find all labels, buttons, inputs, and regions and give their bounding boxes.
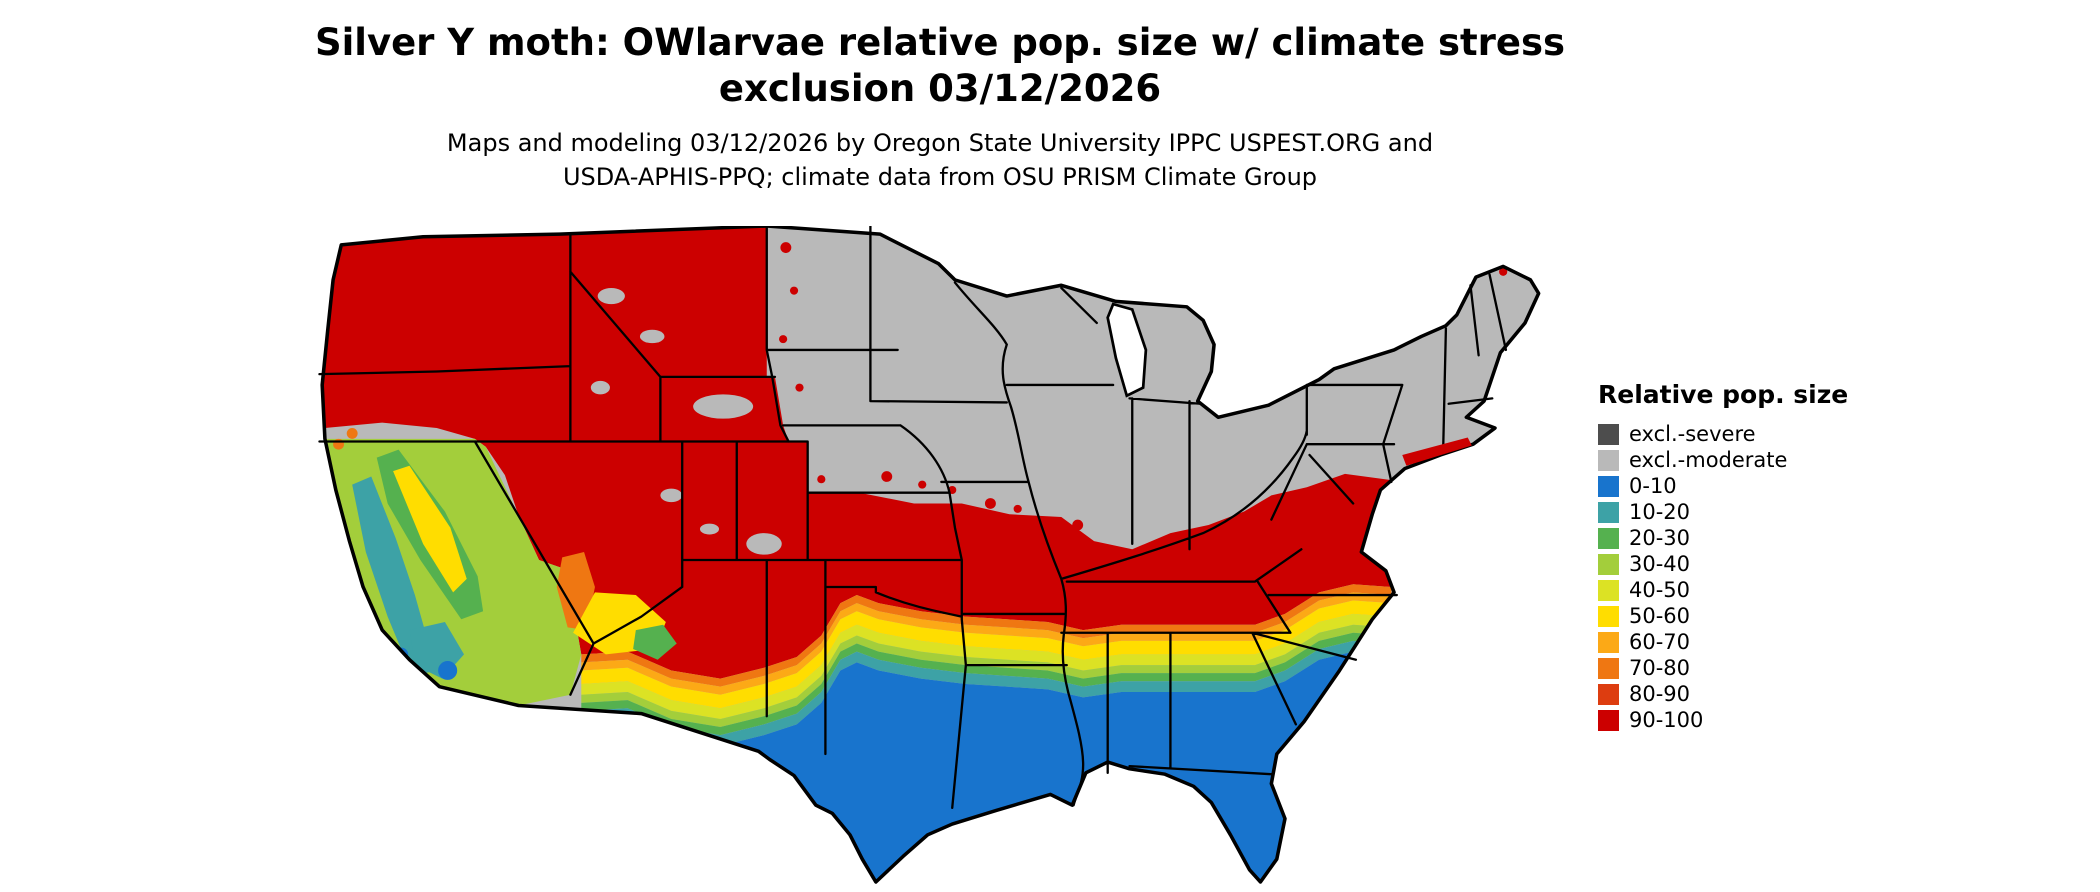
- us-outline: [320, 226, 1541, 884]
- legend-item-label: 40-50: [1629, 578, 1691, 602]
- map-band-50-60: [581, 600, 1392, 709]
- legend-swatch: [1598, 631, 1619, 653]
- legend-item: 40-50: [1598, 577, 1858, 603]
- map-speckle-blue: [438, 661, 458, 680]
- legend-item: excl.-severe: [1598, 421, 1858, 447]
- coastal-slivers: [1402, 437, 1472, 466]
- legend-swatch: [1598, 709, 1619, 731]
- map-patch-california-coast-teal: [352, 476, 437, 676]
- map-speckle-gray: [660, 488, 683, 503]
- us-map-svg: [318, 226, 1541, 884]
- map-subtitle: Maps and modeling 03/12/2026 by Oregon S…: [0, 126, 1880, 194]
- legend-swatch: [1598, 683, 1619, 705]
- map-speckle-gray: [693, 394, 754, 419]
- legend-item-label: 50-60: [1629, 604, 1691, 628]
- legend-item-label: excl.-severe: [1629, 422, 1756, 446]
- map-speckle-gray: [590, 380, 610, 395]
- legend-swatch: [1598, 605, 1619, 627]
- map-subtitle-line2: USDA-APHIS-PPQ; climate data from OSU PR…: [562, 163, 1318, 191]
- map-speckle-red: [969, 512, 979, 521]
- legend-item: 50-60: [1598, 603, 1858, 629]
- legend: Relative pop. size excl.-severe excl.-mod…: [1598, 380, 1858, 733]
- legend-title: Relative pop. size: [1598, 380, 1849, 409]
- legend-item: 30-40: [1598, 551, 1858, 577]
- legend-item-label: 30-40: [1629, 552, 1691, 576]
- legend-item-label: 0-10: [1629, 474, 1677, 498]
- legend-swatch: [1598, 579, 1619, 601]
- map-speckle-red: [789, 286, 799, 295]
- legend-item: 10-20: [1598, 499, 1858, 525]
- map-speckle-gray: [746, 533, 782, 555]
- map-speckle-gray: [597, 287, 625, 305]
- map-speckle-red: [780, 242, 792, 253]
- legend-item-label: 20-30: [1629, 526, 1691, 550]
- map-speckle-red: [844, 499, 853, 508]
- legend-swatch: [1598, 501, 1619, 523]
- map-band-40-50: [581, 613, 1392, 719]
- map-title-line1: Silver Y moth: OWlarvae relative pop. si…: [314, 21, 1566, 64]
- map-patch-central-valley-yellow: [393, 465, 467, 593]
- legend-item-label: excl.-moderate: [1629, 448, 1788, 472]
- legend-item: 0-10: [1598, 473, 1858, 499]
- legend-item: 60-70: [1598, 629, 1858, 655]
- legend-swatch: [1598, 657, 1619, 679]
- map-speckle-red: [795, 383, 804, 392]
- legend-item-label: 10-20: [1629, 500, 1691, 524]
- legend-swatch: [1598, 423, 1619, 445]
- legend-item-label: 90-100: [1629, 708, 1704, 732]
- legend-swatch: [1598, 553, 1619, 575]
- legend-item: 70-80: [1598, 655, 1858, 681]
- lake-michigan: [1106, 302, 1148, 398]
- legend-item: 90-100: [1598, 707, 1858, 733]
- map-speckle-red: [984, 498, 996, 509]
- legend-item-label: 80-90: [1629, 682, 1691, 706]
- legend-items: excl.-severe excl.-moderate 0-10 10-20 20-30…: [1598, 421, 1858, 733]
- map-sliver-long-island: [1402, 437, 1472, 466]
- map-speckle-red: [1499, 267, 1508, 276]
- legend-swatch: [1598, 475, 1619, 497]
- map-speckle-gray: [699, 523, 720, 535]
- map-speckle-gray: [639, 329, 665, 344]
- map-speckle-red: [1072, 519, 1084, 531]
- map-speckle-red: [817, 475, 826, 484]
- legend-swatch: [1598, 527, 1619, 549]
- map-speckle-red: [918, 480, 927, 489]
- map-title-line2: exclusion 03/12/2026: [718, 67, 1162, 110]
- map-speckle-orange: [346, 428, 358, 439]
- map-patch-arizona-green: [633, 624, 677, 660]
- map-speckle-red: [1013, 504, 1022, 513]
- map-speckle-red: [881, 471, 893, 482]
- legend-item: 80-90: [1598, 681, 1858, 707]
- map-speckle-red: [1002, 520, 1011, 530]
- legend-item-label: 60-70: [1629, 630, 1691, 654]
- legend-swatch: [1598, 449, 1619, 471]
- map-band-10-20: [581, 640, 1392, 746]
- legend-item: excl.-moderate: [1598, 447, 1858, 473]
- map-speckle-red: [779, 335, 788, 344]
- map-subtitle-line1: Maps and modeling 03/12/2026 by Oregon S…: [446, 129, 1434, 157]
- state-borders: [318, 226, 1508, 810]
- us-distribution-map: [314, 226, 1555, 886]
- map-title: Silver Y moth: OWlarvae relative pop. si…: [0, 20, 1880, 112]
- legend-item: 20-30: [1598, 525, 1858, 551]
- legend-item-label: 70-80: [1629, 656, 1691, 680]
